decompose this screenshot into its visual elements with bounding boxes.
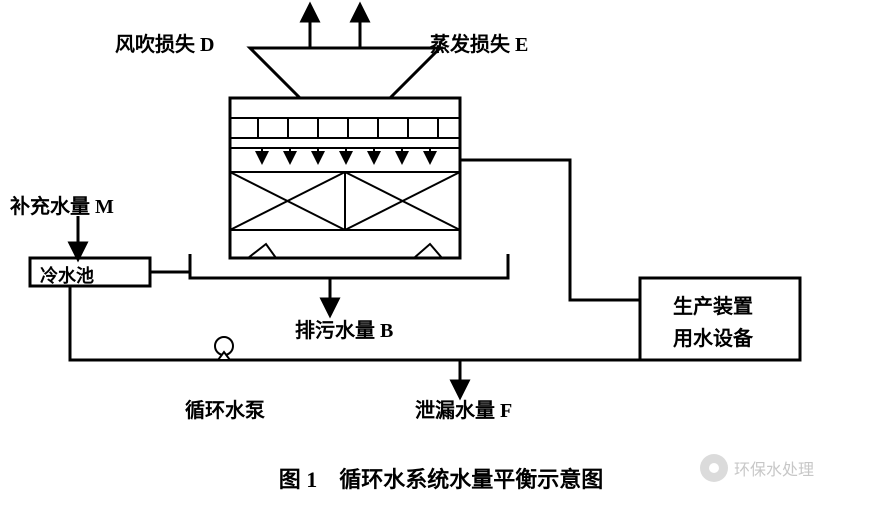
watermark-text: 环保水处理 <box>734 456 814 480</box>
funnel <box>250 48 440 98</box>
label-production-line1: 生产装置 <box>673 290 753 319</box>
pipe-return-main <box>70 286 720 360</box>
fill-media <box>230 172 460 230</box>
label-cold-pool: 冷水池 <box>40 262 94 288</box>
wechat-icon <box>700 454 728 482</box>
label-leakage: 泄漏水量 F <box>415 394 512 423</box>
label-evap-loss: 蒸发损失 E <box>430 28 528 57</box>
label-production-line2: 用水设备 <box>673 322 753 351</box>
drift-eliminator <box>230 118 460 138</box>
label-makeup: 补充水量 M <box>10 190 114 219</box>
spray-header <box>230 148 460 158</box>
label-blowdown: 排污水量 B <box>295 314 393 343</box>
air-inlet-louvers <box>248 244 442 258</box>
label-wind-loss: 风吹损失 D <box>115 28 214 57</box>
top-exit-arrows <box>310 12 360 48</box>
pump-icon <box>215 337 233 360</box>
diagram-svg <box>0 0 882 512</box>
label-pump: 循环水泵 <box>185 394 265 423</box>
watermark: 环保水处理 <box>700 454 814 482</box>
